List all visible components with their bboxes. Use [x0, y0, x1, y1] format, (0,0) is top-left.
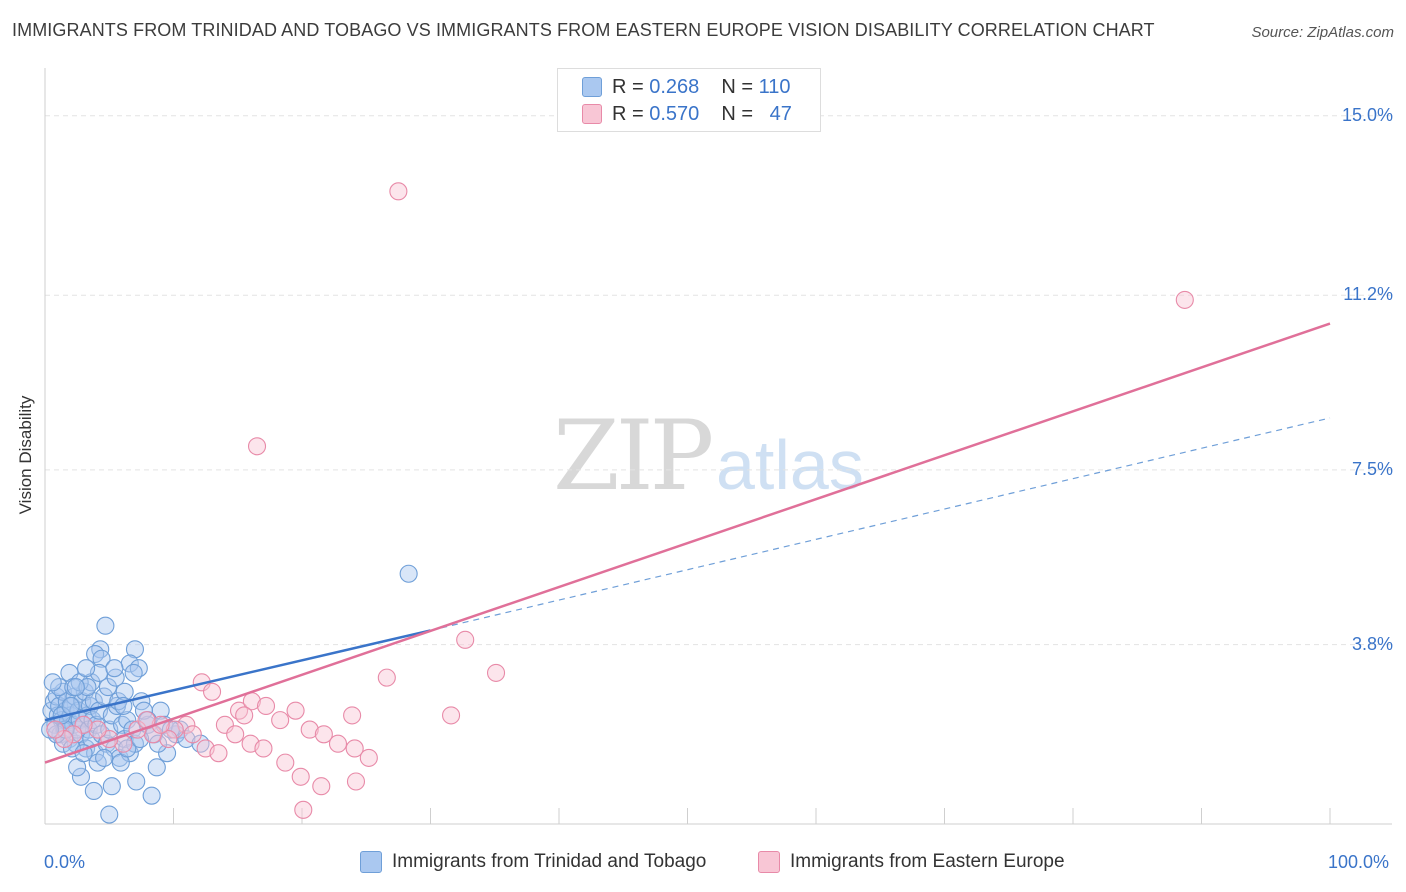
data-point — [209, 744, 228, 763]
data-point — [88, 720, 107, 739]
data-point — [142, 786, 161, 805]
data-point — [125, 640, 144, 659]
data-point — [102, 777, 121, 796]
data-point — [106, 668, 125, 687]
trend-lines — [44, 322, 1331, 764]
data-point — [286, 701, 305, 720]
series-1-points — [46, 182, 1194, 819]
data-point — [377, 668, 396, 687]
data-point — [486, 663, 506, 682]
legend-label-trinidad: Immigrants from Trinidad and Tobago — [392, 851, 707, 872]
trend-line-extension — [430, 417, 1331, 632]
data-point — [1175, 290, 1194, 309]
legend-swatch-trinidad — [582, 77, 602, 97]
data-point — [271, 711, 290, 730]
data-point — [95, 687, 114, 706]
chart-title: IMMIGRANTS FROM TRINIDAD AND TOBAGO VS I… — [12, 20, 1155, 40]
x-tick-label-max: 100.0% — [1328, 852, 1390, 872]
data-point — [399, 564, 418, 583]
legend-n-value: 47 — [769, 102, 792, 125]
stats-legend: R = 0.268 N = 110 R = 0.570 N = 47 — [557, 68, 821, 132]
data-point — [235, 706, 254, 725]
data-point — [300, 720, 319, 739]
y-axis-label: Vision Disability — [16, 395, 35, 515]
series-legend: Immigrants from Trinidad and Tobago Immi… — [0, 851, 1406, 879]
data-point — [389, 182, 408, 201]
legend-label-eastern-europe: Immigrants from Eastern Europe — [790, 851, 1065, 872]
data-point — [456, 630, 475, 649]
data-point — [247, 437, 267, 456]
data-point — [226, 725, 245, 744]
legend-n-label: N = — [721, 75, 753, 98]
y-tick-label: 3.8% — [1351, 633, 1393, 654]
data-point — [124, 663, 143, 682]
gridlines — [45, 115, 1392, 646]
data-point — [294, 800, 313, 819]
data-point — [96, 616, 115, 635]
data-point — [359, 748, 378, 767]
data-point — [115, 682, 134, 701]
legend-r-label: R = — [612, 75, 644, 98]
trend-line-0 — [44, 629, 431, 722]
data-point — [147, 758, 166, 777]
data-point — [66, 678, 85, 697]
data-point — [71, 767, 91, 786]
data-point — [314, 725, 333, 744]
trend-line-1 — [44, 322, 1331, 764]
data-point — [254, 739, 273, 758]
data-point — [256, 696, 276, 716]
data-point — [100, 805, 119, 824]
legend-r-label: R = — [612, 102, 644, 125]
legend-swatch-eastern-europe — [758, 851, 780, 873]
legend-r-value: 0.570 — [649, 102, 700, 125]
data-point — [328, 734, 348, 753]
data-point — [442, 706, 461, 725]
data-point — [177, 715, 196, 734]
data-point — [346, 772, 366, 791]
data-points — [41, 182, 1194, 824]
legend-r-value: 0.268 — [649, 75, 700, 98]
legend-row-trinidad: R = 0.268 N = 110 — [582, 75, 790, 99]
data-point — [92, 649, 111, 668]
data-point — [343, 706, 362, 725]
data-point — [43, 673, 62, 692]
data-point — [98, 678, 118, 697]
legend-n-label: N = — [721, 102, 753, 125]
data-point — [127, 772, 146, 791]
data-point — [312, 777, 331, 796]
y-tick-label: 15.0% — [1341, 104, 1393, 125]
data-point — [105, 659, 124, 678]
legend-row-eastern-europe: R = 0.570 N = 47 — [582, 102, 792, 126]
data-point — [203, 682, 222, 701]
legend-item-trinidad[interactable]: Immigrants from Trinidad and Tobago — [360, 851, 706, 873]
data-point — [77, 659, 96, 678]
data-point — [149, 734, 168, 753]
legend-swatch-eastern-europe — [582, 104, 602, 124]
x-tick-label-min: 0.0% — [44, 852, 86, 872]
y-tick-label: 11.2% — [1343, 284, 1393, 305]
data-point — [183, 725, 202, 744]
legend-n-value: 110 — [758, 75, 791, 98]
data-point — [84, 781, 103, 800]
data-point — [41, 720, 60, 739]
legend-swatch-trinidad — [360, 851, 382, 873]
legend-item-eastern-europe[interactable]: Immigrants from Eastern Europe — [758, 851, 1065, 873]
data-point — [165, 720, 184, 739]
axes — [44, 68, 1392, 825]
source-label: Source: ZipAtlas.com — [1251, 24, 1394, 41]
data-point — [291, 767, 310, 786]
data-point — [345, 739, 364, 758]
watermark-zip: ZIP — [553, 400, 714, 512]
data-point — [46, 720, 65, 739]
y-tick-label: 7.5% — [1351, 458, 1393, 479]
data-point — [276, 753, 295, 772]
data-point — [64, 725, 83, 744]
data-point — [95, 748, 114, 767]
